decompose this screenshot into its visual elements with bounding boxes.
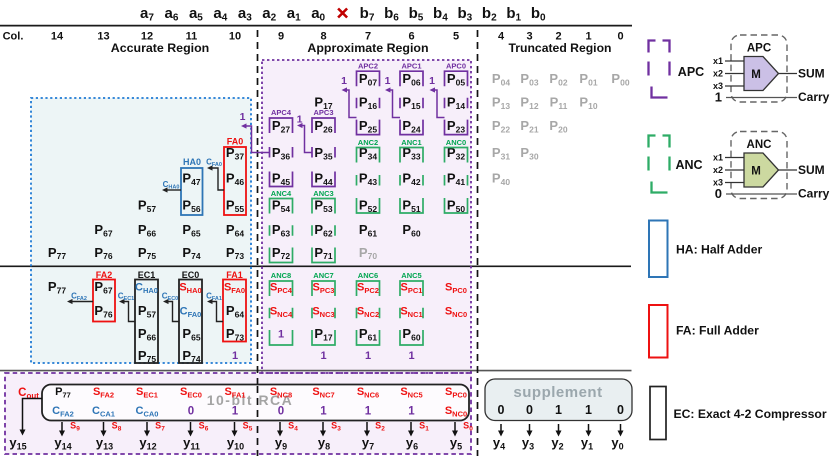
svg-text:1: 1 <box>715 90 722 105</box>
svg-text:ANC: ANC <box>675 158 702 172</box>
svg-text:S7: S7 <box>155 421 165 433</box>
svg-text:APC1: APC1 <box>401 62 421 71</box>
svg-text:12: 12 <box>141 30 153 42</box>
svg-text:1: 1 <box>341 75 347 87</box>
svg-text:Carry: Carry <box>798 90 830 104</box>
svg-text:ANC2: ANC2 <box>358 138 378 147</box>
svg-text:S6: S6 <box>199 421 209 433</box>
svg-text:x1: x1 <box>713 153 723 163</box>
svg-text:S0: S0 <box>463 421 473 433</box>
svg-text:1: 1 <box>365 350 371 362</box>
svg-text:ANC7: ANC7 <box>313 271 333 280</box>
svg-text:SUM: SUM <box>798 163 825 177</box>
svg-text:Accurate Region: Accurate Region <box>111 41 209 55</box>
svg-text:S9: S9 <box>70 421 80 433</box>
svg-text:S8: S8 <box>112 421 122 433</box>
svg-text:1: 1 <box>365 405 372 417</box>
svg-text:ANC1: ANC1 <box>401 138 421 147</box>
svg-text:1: 1 <box>232 405 239 417</box>
svg-text:APC: APC <box>747 43 771 55</box>
svg-text:S3: S3 <box>331 421 341 433</box>
svg-text:M: M <box>751 69 761 81</box>
svg-text:APC4: APC4 <box>271 108 292 117</box>
svg-text:0: 0 <box>278 405 284 417</box>
svg-text:ANC3: ANC3 <box>313 189 333 198</box>
svg-text:4: 4 <box>498 30 505 42</box>
svg-text:x2: x2 <box>713 69 723 79</box>
svg-text:14: 14 <box>51 30 64 42</box>
svg-text:1: 1 <box>320 405 327 417</box>
svg-text:x3: x3 <box>713 178 723 188</box>
svg-text:11: 11 <box>186 30 198 42</box>
svg-text:1: 1 <box>278 328 284 340</box>
svg-text:1: 1 <box>585 30 591 42</box>
svg-text:EC1: EC1 <box>138 270 156 280</box>
svg-text:ANC0: ANC0 <box>446 138 466 147</box>
svg-text:1: 1 <box>232 350 238 362</box>
svg-text:x2: x2 <box>713 165 723 175</box>
svg-text:CEC0: CEC0 <box>162 291 178 302</box>
svg-text:SUM: SUM <box>798 67 825 81</box>
svg-text:9: 9 <box>278 30 284 42</box>
svg-text:0: 0 <box>526 403 533 417</box>
svg-text:1: 1 <box>408 405 415 417</box>
svg-text:0: 0 <box>617 403 624 417</box>
svg-text:HA: Half Adder: HA: Half Adder <box>676 242 762 256</box>
svg-text:supplement: supplement <box>513 384 602 401</box>
svg-text:APC3: APC3 <box>313 108 333 117</box>
svg-text:1: 1 <box>429 75 435 87</box>
svg-text:APC: APC <box>678 65 704 79</box>
svg-text:10: 10 <box>229 30 241 42</box>
svg-text:Truncated Region: Truncated Region <box>509 41 612 55</box>
svg-text:3: 3 <box>526 30 532 42</box>
svg-text:ANC6: ANC6 <box>358 271 378 280</box>
svg-text:1: 1 <box>240 111 246 123</box>
svg-text:ANC: ANC <box>747 139 772 151</box>
svg-text:M: M <box>751 166 761 178</box>
svg-text:HA0: HA0 <box>183 157 201 167</box>
svg-text:x3: x3 <box>713 81 723 91</box>
svg-text:S2: S2 <box>375 421 385 433</box>
svg-text:S4: S4 <box>288 421 298 433</box>
svg-text:Col.: Col. <box>3 30 24 42</box>
svg-text:CEC1: CEC1 <box>118 291 134 302</box>
svg-text:x1: x1 <box>713 56 723 66</box>
svg-text:1: 1 <box>555 403 562 417</box>
svg-text:S5: S5 <box>243 421 253 433</box>
svg-text:1: 1 <box>297 114 303 126</box>
svg-text:ANC4: ANC4 <box>271 189 292 198</box>
svg-text:1: 1 <box>385 75 391 87</box>
svg-text:7: 7 <box>365 30 371 42</box>
svg-text:0: 0 <box>498 403 505 417</box>
svg-text:S1: S1 <box>419 421 429 433</box>
svg-text:10-bit RCA: 10-bit RCA <box>207 392 294 408</box>
svg-text:APC2: APC2 <box>358 62 378 71</box>
svg-text:2: 2 <box>555 30 561 42</box>
svg-text:Carry: Carry <box>798 187 830 201</box>
svg-text:1: 1 <box>585 403 592 417</box>
svg-text:CFA0: CFA0 <box>206 157 222 168</box>
svg-text:5: 5 <box>453 30 459 42</box>
svg-text:ANC5: ANC5 <box>401 271 421 280</box>
svg-text:CHA0: CHA0 <box>163 180 180 191</box>
svg-text:CFA1: CFA1 <box>206 291 222 302</box>
svg-text:0: 0 <box>617 30 623 42</box>
svg-text:ANC8: ANC8 <box>271 271 291 280</box>
svg-text:13: 13 <box>97 30 109 42</box>
svg-text:APC0: APC0 <box>446 62 466 71</box>
svg-text:FA0: FA0 <box>227 137 244 147</box>
svg-text:CFA2: CFA2 <box>71 291 87 302</box>
svg-text:1: 1 <box>320 350 326 362</box>
svg-text:0: 0 <box>188 405 194 417</box>
svg-text:EC: Exact 4-2 Compressor: EC: Exact 4-2 Compressor <box>674 407 827 421</box>
svg-text:8: 8 <box>320 30 326 42</box>
svg-text:1: 1 <box>408 350 414 362</box>
svg-text:6: 6 <box>408 30 414 42</box>
svg-text:0: 0 <box>715 186 722 201</box>
svg-text:Approximate Region: Approximate Region <box>307 41 428 55</box>
svg-text:EC0: EC0 <box>182 270 200 280</box>
svg-text:FA: Full Adder: FA: Full Adder <box>676 323 759 337</box>
svg-text:FA1: FA1 <box>226 270 243 280</box>
svg-text:FA2: FA2 <box>96 270 113 280</box>
